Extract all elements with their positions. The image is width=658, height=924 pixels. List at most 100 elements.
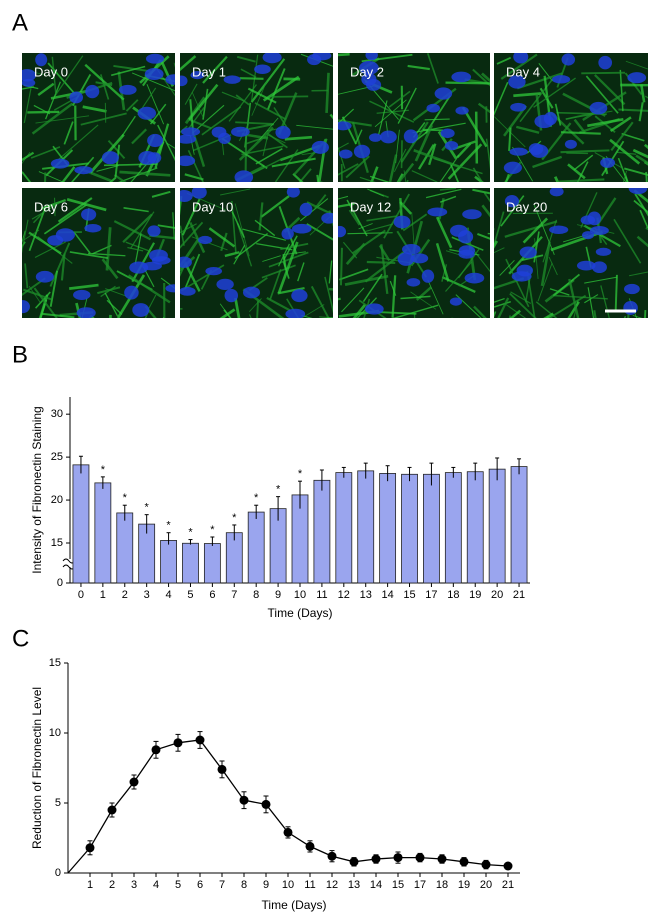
- fiber: [219, 303, 232, 318]
- fiber: [632, 148, 648, 159]
- x-tick-label: 19: [458, 879, 470, 891]
- fiber: [160, 277, 175, 290]
- fiber: [180, 125, 188, 134]
- micrograph-label: Day 6: [34, 199, 68, 214]
- x-tick-label: 10: [282, 879, 294, 891]
- fiber: [418, 144, 435, 170]
- fiber: [619, 69, 624, 112]
- fiber: [338, 119, 372, 127]
- fiber: [568, 278, 580, 318]
- fiber: [104, 292, 119, 317]
- nucleus: [76, 307, 96, 318]
- fiber: [451, 317, 454, 318]
- fiber: [341, 287, 365, 313]
- fiber: [587, 118, 624, 128]
- fiber: [494, 297, 505, 303]
- nucleus: [393, 215, 411, 229]
- fiber: [267, 134, 286, 144]
- fiber: [261, 264, 296, 279]
- x-tick-label: 12: [338, 589, 350, 601]
- fiber: [635, 154, 648, 165]
- nucleus: [462, 209, 482, 220]
- fiber: [266, 132, 288, 149]
- fiber: [301, 304, 325, 318]
- fiber: [359, 176, 376, 182]
- significance-mark: *: [166, 520, 171, 532]
- fiber: [134, 233, 142, 265]
- bar: [510, 466, 528, 584]
- bar: [247, 511, 265, 584]
- fiber: [632, 314, 643, 318]
- fiber: [391, 275, 397, 318]
- fiber: [223, 309, 232, 318]
- y-tick-label: 25: [51, 451, 63, 463]
- fiber: [494, 211, 505, 248]
- nucleus: [69, 91, 83, 104]
- y-tick-label: 0: [55, 867, 61, 879]
- fiber: [548, 256, 558, 276]
- fiber: [202, 55, 228, 84]
- nucleus: [587, 211, 602, 226]
- fiber: [352, 304, 366, 318]
- fiber: [122, 213, 153, 244]
- fiber: [422, 128, 444, 132]
- x-tick-label: 9: [263, 879, 269, 891]
- bar: [401, 473, 418, 584]
- fiber: [100, 285, 116, 298]
- nucleus: [564, 139, 577, 149]
- marker: [129, 777, 139, 787]
- nucleus: [552, 75, 571, 84]
- nucleus: [231, 126, 250, 137]
- nucleus: [451, 71, 472, 83]
- marker: [283, 827, 293, 837]
- fiber: [441, 264, 448, 282]
- x-tick-label: 13: [348, 879, 360, 891]
- fiber: [624, 315, 627, 318]
- fiber: [504, 302, 527, 318]
- fiber: [96, 164, 119, 172]
- nucleus: [262, 53, 282, 64]
- fiber: [473, 305, 487, 318]
- fiber: [22, 230, 26, 244]
- x-tick-label: 3: [131, 879, 137, 891]
- fiber: [456, 142, 472, 159]
- fiber: [553, 176, 560, 182]
- fiber: [57, 124, 99, 161]
- fiber: [609, 116, 632, 133]
- fiber: [513, 92, 542, 98]
- micrograph: [180, 188, 333, 318]
- x-tick-label: 9: [275, 589, 281, 601]
- fiber: [268, 251, 309, 268]
- fiber: [123, 207, 149, 213]
- fiber: [49, 270, 59, 307]
- fiber: [496, 56, 512, 65]
- fiber: [61, 166, 76, 182]
- fiber: [180, 221, 204, 249]
- fiber: [188, 106, 205, 129]
- x-tick-label: 7: [231, 589, 237, 601]
- bar: [313, 479, 331, 584]
- fiber: [623, 173, 629, 182]
- fiber: [258, 202, 264, 231]
- nucleus: [35, 270, 54, 283]
- nucleus: [600, 157, 616, 168]
- fiber: [445, 261, 472, 292]
- fiber: [383, 193, 410, 239]
- significance-mark: *: [210, 524, 215, 536]
- fiber: [184, 83, 198, 105]
- fiber: [296, 124, 333, 130]
- nucleus: [223, 75, 241, 84]
- fiber: [192, 104, 225, 134]
- fiber: [31, 203, 59, 220]
- fiber: [131, 72, 175, 92]
- bar: [116, 512, 134, 584]
- fiber: [23, 88, 32, 124]
- fiber: [60, 253, 66, 281]
- micrograph: [22, 188, 175, 318]
- marker: [305, 841, 315, 851]
- nucleus: [22, 300, 30, 314]
- fiber: [445, 81, 490, 85]
- fiber: [625, 60, 648, 70]
- marker: [327, 851, 337, 861]
- fiber: [361, 53, 413, 63]
